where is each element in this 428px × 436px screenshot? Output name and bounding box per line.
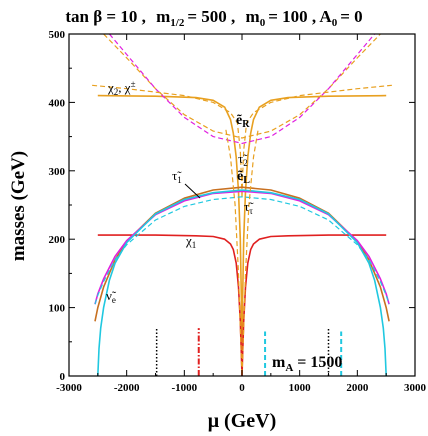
- label-chi1-symbol: χ: [185, 233, 192, 248]
- y-tick-label: 100: [49, 303, 66, 315]
- label-tau1-symbol: τ̃: [172, 168, 182, 183]
- label-tau1-sub: 1: [177, 175, 182, 185]
- label-nue: ν̃e: [106, 288, 117, 305]
- title-a0-val: = 0: [340, 7, 362, 26]
- series-line-8: [97, 189, 387, 376]
- x-tick-label: 2000: [346, 382, 369, 394]
- x-tick-label: -2000: [114, 382, 140, 394]
- label-chipm-sup: ±: [131, 79, 136, 89]
- series-line-3: [108, 34, 376, 144]
- label-eL-symbol: ẽ: [237, 169, 243, 184]
- label-eR-symbol: ẽ: [236, 113, 242, 128]
- x-tick-label: 3000: [404, 382, 427, 394]
- x-tick-label: -1000: [171, 382, 197, 394]
- y-tick-label: 400: [49, 97, 66, 109]
- plot-frame: [68, 33, 416, 377]
- series-line-9: [225, 129, 259, 376]
- label-chi2-symbol: χ: [107, 80, 114, 95]
- label-tau2-symbol: τ̃: [238, 151, 248, 166]
- series-line-7: [94, 196, 390, 305]
- label-nue-sub: e: [112, 295, 116, 305]
- label-chi2-chipm: χ2, χ±: [107, 79, 136, 97]
- label-chi1: χ1: [185, 233, 196, 250]
- title-m0-val: = 100 , A: [268, 7, 332, 26]
- label-chi1-sub: 1: [192, 240, 197, 250]
- label-mA-val: = 1500: [297, 354, 342, 371]
- y-tick-label: 500: [49, 29, 66, 41]
- curve-annotations: χ2, χ± ẽR τ̃2 ẽL τ̃1 τ̃τ χ1 ν̃e mA = 1500: [106, 79, 342, 374]
- title-m12: m: [156, 7, 170, 26]
- series-line-5: [94, 186, 390, 322]
- label-nue-symbol: ν̃: [106, 288, 117, 303]
- label-tau1: τ̃1: [172, 168, 182, 185]
- title-m0-sub: 0: [260, 17, 266, 29]
- label-tau2-sub: 2: [243, 158, 248, 168]
- y-tick-label: 300: [49, 166, 66, 178]
- label-tau-sub: τ: [249, 206, 253, 216]
- x-tick-label: -3000: [56, 382, 82, 394]
- series-line-4: [92, 84, 392, 199]
- axis-ticks: -3000 -2000 -1000 0 1000 2000 3000 0 100 200 300 40…: [49, 29, 427, 394]
- series-line-2: [103, 34, 381, 139]
- label-chipm-symbol: , χ: [118, 80, 131, 95]
- label-eL-sub: L: [243, 175, 250, 186]
- label-tau-symbol: τ̃: [244, 199, 254, 214]
- series-line-1: [97, 234, 387, 376]
- y-tick-label: 200: [49, 234, 66, 246]
- label-chi2-sub: 2: [114, 87, 119, 97]
- tau1-pointer-line: [184, 183, 201, 199]
- chart-title-text: tan β = 10 , m1/2 = 500 , m0 = 100 , A0 = 0: [65, 7, 362, 29]
- y-axis-label: masses (GeV): [8, 151, 29, 261]
- series-line-6: [94, 190, 390, 305]
- x-axis-label: μ (GeV): [208, 410, 277, 432]
- title-m12-val: = 500 ,: [187, 7, 235, 26]
- title-m0: m: [246, 7, 260, 26]
- label-eR-sub: R: [242, 119, 250, 130]
- y-tick-label: 0: [60, 371, 66, 383]
- label-mA: mA = 1500: [272, 354, 342, 374]
- title-a0-sub: 0: [332, 17, 338, 29]
- label-tau2: τ̃2: [238, 151, 248, 168]
- chart-curves: [92, 34, 392, 376]
- label-mA-symbol: m: [272, 354, 286, 371]
- x-tick-label: 1000: [289, 382, 312, 394]
- title-m12-sub: 1/2: [170, 17, 185, 29]
- x-tick-label: 0: [239, 382, 245, 394]
- chart-title: tan β = 10 , m1/2 = 500 , m0 = 100 , A0 = 0: [65, 7, 362, 29]
- label-eL: ẽL: [237, 169, 250, 186]
- vertical-markers: [155, 328, 343, 376]
- title-tanb: tan β = 10 ,: [65, 7, 146, 26]
- series-line-0: [97, 94, 387, 376]
- label-mA-sub: A: [285, 362, 293, 374]
- label-eR: ẽR: [236, 113, 250, 130]
- label-tau-tau: τ̃τ: [244, 199, 254, 216]
